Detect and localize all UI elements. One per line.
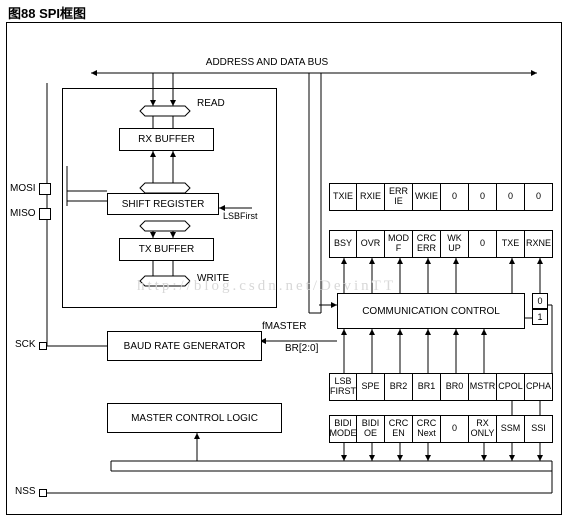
diagram-frame: ADDRESS AND DATA BUS READ RX BUFFER SHIF… — [6, 22, 562, 515]
read-label: READ — [197, 98, 225, 109]
address-bus-label: ADDRESS AND DATA BUS — [167, 53, 367, 71]
cr2-ssm: SSM — [497, 415, 525, 443]
sr2-rxne: RXNE — [525, 230, 553, 258]
cr2-crcen: CRC EN — [385, 415, 413, 443]
sck-pin — [39, 342, 47, 350]
cr1-row: LSB FIRST SPE BR2 BR1 BR0 MSTR CPOL CPHA — [329, 373, 553, 401]
cr1-br0: BR0 — [441, 373, 469, 401]
cr2-crcnext: CRC Next — [413, 415, 441, 443]
watermark: http://blog.csdn.net/DevinTT — [137, 278, 396, 295]
sr1-wkie: WKIE — [413, 183, 441, 211]
sr2-txe: TXE — [497, 230, 525, 258]
shift-register-box: SHIFT REGISTER — [107, 193, 219, 215]
cr1-lsbfirst: LSB FIRST — [329, 373, 357, 401]
sr1-txie: TXIE — [329, 183, 357, 211]
cr1-cpha: CPHA — [525, 373, 553, 401]
cr2-row: BIDI MODE BIDI OE CRC EN CRC Next 0 RX O… — [329, 415, 553, 443]
tx-buffer-box: TX BUFFER — [119, 238, 214, 261]
miso-label: MISO — [10, 208, 36, 219]
mosi-label: MOSI — [10, 183, 36, 194]
sr1-b2: 0 — [469, 183, 497, 211]
mosi-pin — [39, 183, 51, 195]
sr1-b0: 0 — [525, 183, 553, 211]
master-control-box: MASTER CONTROL LOGIC — [107, 403, 282, 433]
sr1-row: TXIE RXIE ERR IE WKIE 0 0 0 0 — [329, 183, 553, 211]
sr2-bsy: BSY — [329, 230, 357, 258]
cr1-br2: BR2 — [385, 373, 413, 401]
fmaster-label: fMASTER — [262, 321, 306, 332]
rx-buffer-box: RX BUFFER — [119, 128, 214, 151]
sr1-b3: 0 — [441, 183, 469, 211]
cr2-b3: 0 — [441, 415, 469, 443]
cr2-rxonly: RX ONLY — [469, 415, 497, 443]
nss-label: NSS — [15, 486, 36, 497]
sr1-b1: 0 — [497, 183, 525, 211]
sr1-rxie: RXIE — [357, 183, 385, 211]
sck-label: SCK — [15, 339, 36, 350]
miso-pin — [39, 208, 51, 220]
mux-0: 0 — [532, 293, 548, 309]
mux-1: 1 — [532, 309, 548, 325]
cr1-cpol: CPOL — [497, 373, 525, 401]
cr2-ssi: SSI — [525, 415, 553, 443]
cr2-bidimode: BIDI MODE — [329, 415, 357, 443]
nss-pin — [39, 489, 47, 497]
sr1-errie: ERR IE — [385, 183, 413, 211]
lsbfirst-label: LSBFirst — [223, 211, 258, 221]
cr1-br1: BR1 — [413, 373, 441, 401]
sr2-row: BSY OVR MOD F CRC ERR WK UP 0 TXE RXNE — [329, 230, 553, 258]
sr2-ovr: OVR — [357, 230, 385, 258]
sr2-crcerr: CRC ERR — [413, 230, 441, 258]
cr2-bidioe: BIDI OE — [357, 415, 385, 443]
cr1-mstr: MSTR — [469, 373, 497, 401]
baud-rate-box: BAUD RATE GENERATOR — [107, 331, 262, 361]
cr1-spe: SPE — [357, 373, 385, 401]
figure-title: 图88 SPI框图 — [8, 3, 86, 22]
sr2-modf: MOD F — [385, 230, 413, 258]
sr2-b2: 0 — [469, 230, 497, 258]
sr2-wkup: WK UP — [441, 230, 469, 258]
comm-control-box: COMMUNICATION CONTROL — [337, 293, 525, 329]
br-label: BR[2:0] — [285, 343, 318, 354]
